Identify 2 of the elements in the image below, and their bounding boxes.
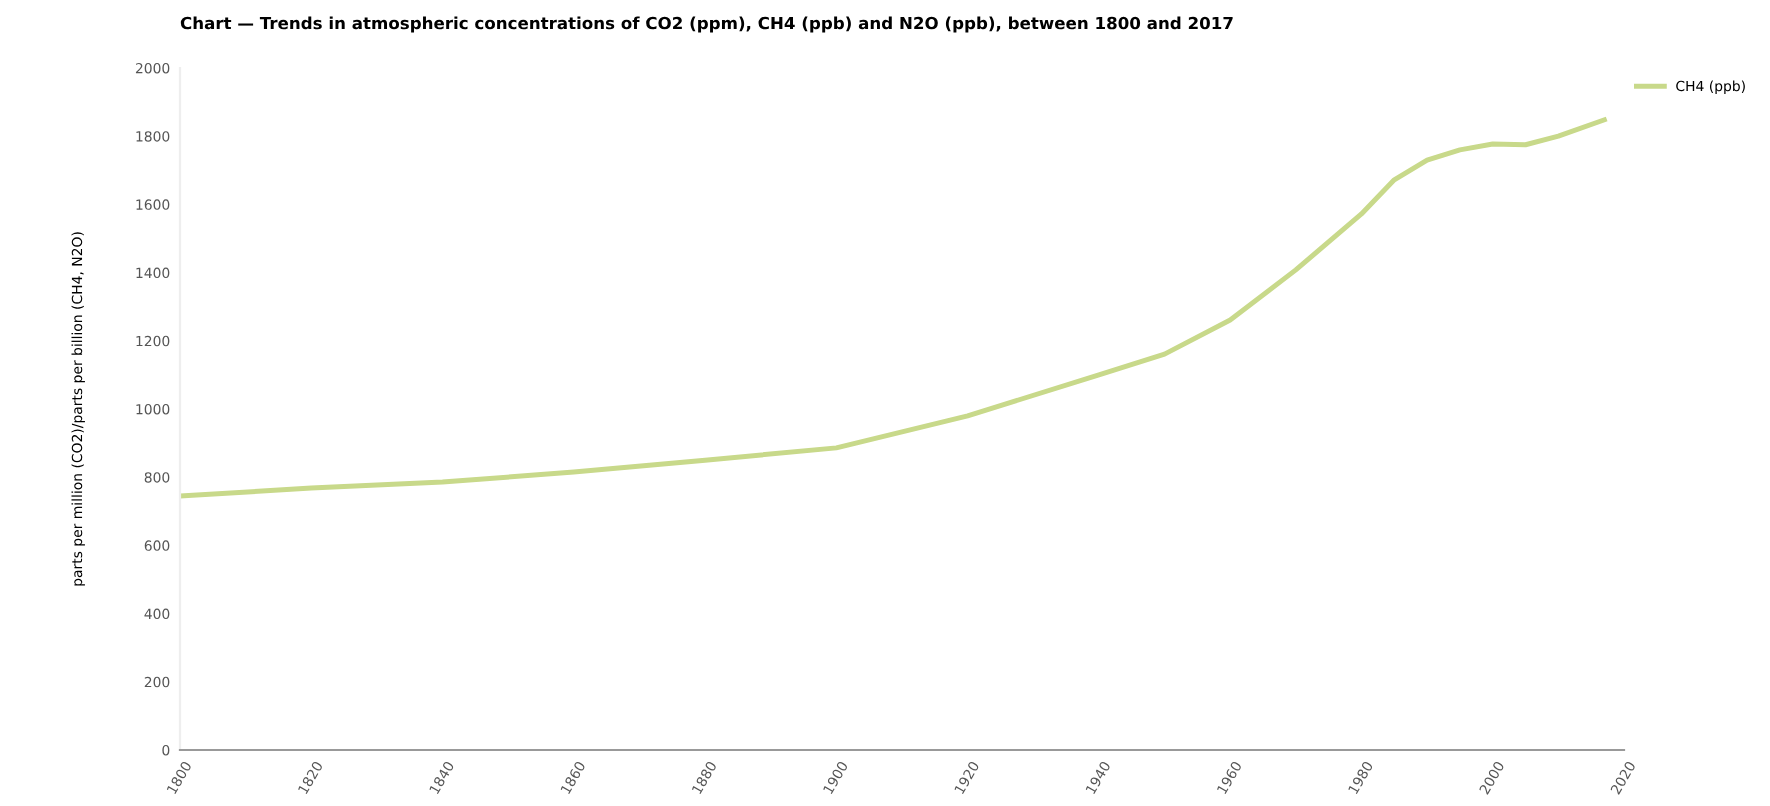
chart-title: Chart — Trends in atmospheric concentrations of CO2 (ppm), CH4 (ppb) and N2O (ppb), between 1800 and 2017 [180,16,1233,33]
line-series [180,117,1607,499]
